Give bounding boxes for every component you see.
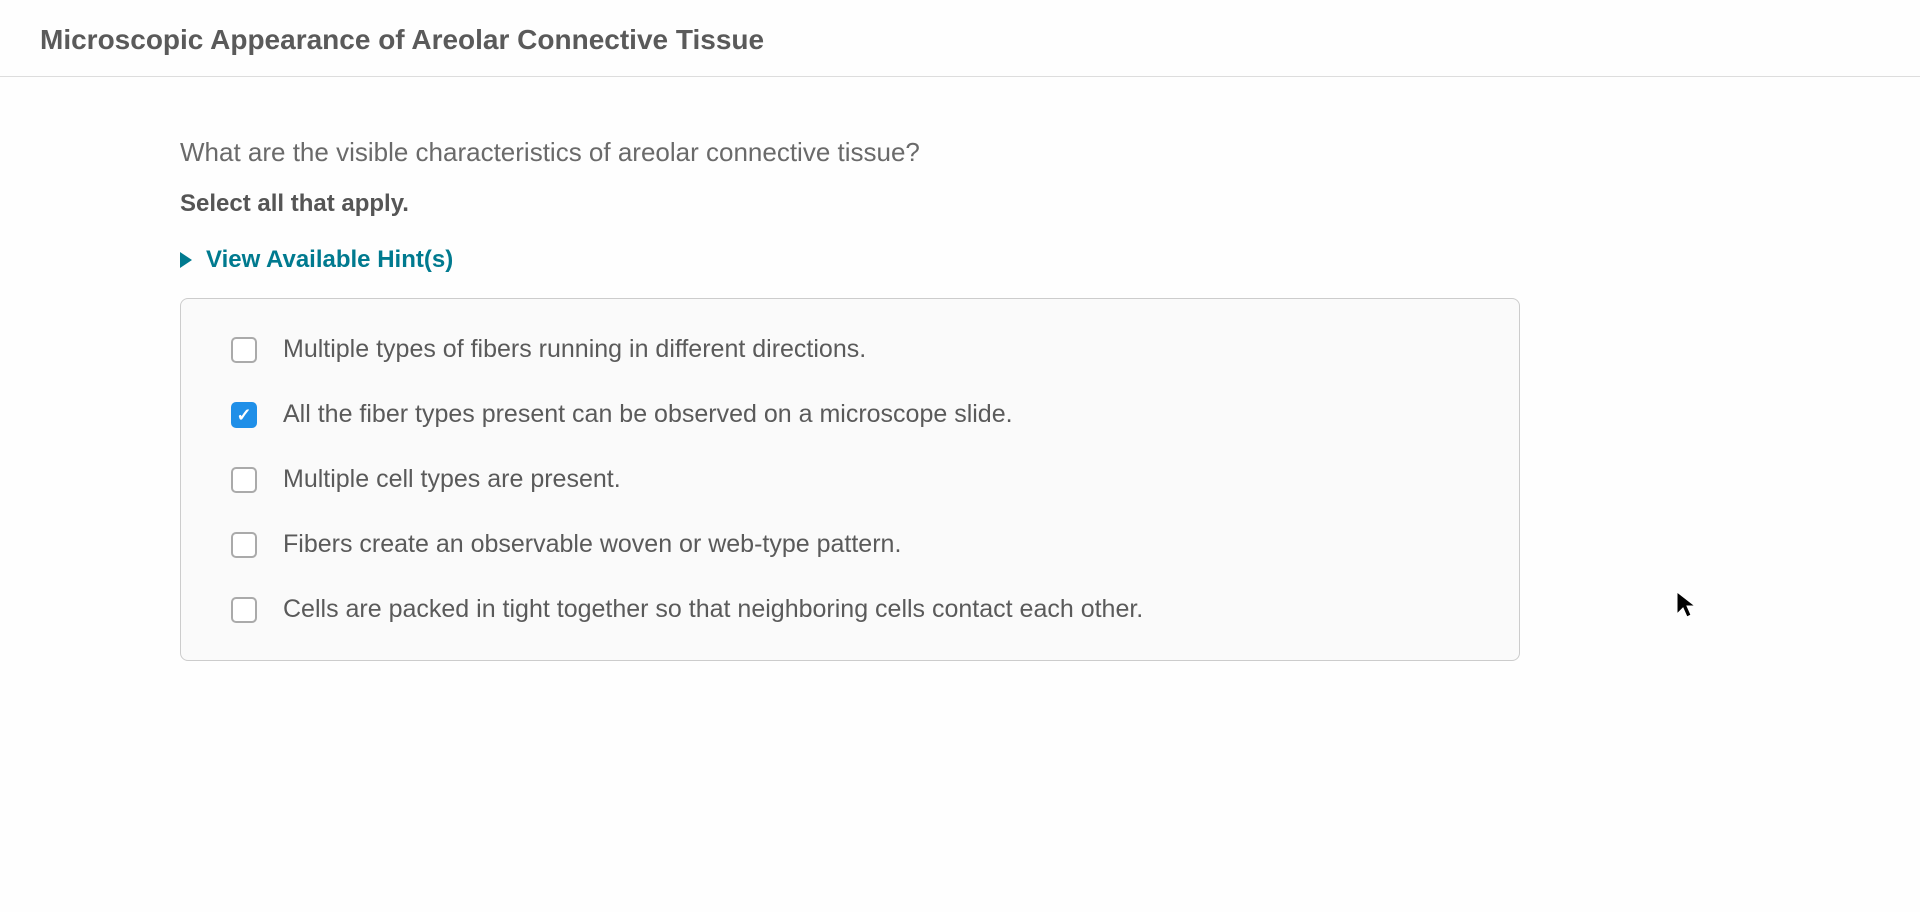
cursor-arrow-icon — [1675, 590, 1697, 620]
checkmark-icon: ✓ — [236, 406, 251, 424]
option-row: ✓ All the fiber types present can be obs… — [231, 400, 1479, 429]
checkbox-option-3[interactable] — [231, 532, 257, 558]
checkbox-option-1[interactable]: ✓ — [231, 402, 257, 428]
hints-label: View Available Hint(s) — [206, 246, 453, 274]
option-row: Multiple types of fibers running in diff… — [231, 335, 1479, 364]
option-label: Multiple types of fibers running in diff… — [283, 335, 866, 364]
options-box: Multiple types of fibers running in diff… — [180, 298, 1520, 661]
option-row: Fibers create an observable woven or web… — [231, 530, 1479, 559]
checkbox-option-0[interactable] — [231, 337, 257, 363]
option-row: Cells are packed in tight together so th… — [231, 595, 1479, 624]
option-row: Multiple cell types are present. — [231, 465, 1479, 494]
checkbox-option-2[interactable] — [231, 467, 257, 493]
checkbox-option-4[interactable] — [231, 597, 257, 623]
question-content: What are the visible characteristics of … — [0, 77, 1600, 701]
option-label: Fibers create an observable woven or web… — [283, 530, 901, 559]
option-label: Cells are packed in tight together so th… — [283, 595, 1143, 624]
question-text: What are the visible characteristics of … — [180, 137, 1420, 168]
instruction-text: Select all that apply. — [180, 190, 1420, 218]
triangle-right-icon — [180, 252, 192, 268]
view-hints-link[interactable]: View Available Hint(s) — [180, 246, 453, 274]
option-label: All the fiber types present can be obser… — [283, 400, 1013, 429]
page-title: Microscopic Appearance of Areolar Connec… — [0, 0, 1920, 77]
option-label: Multiple cell types are present. — [283, 465, 621, 494]
